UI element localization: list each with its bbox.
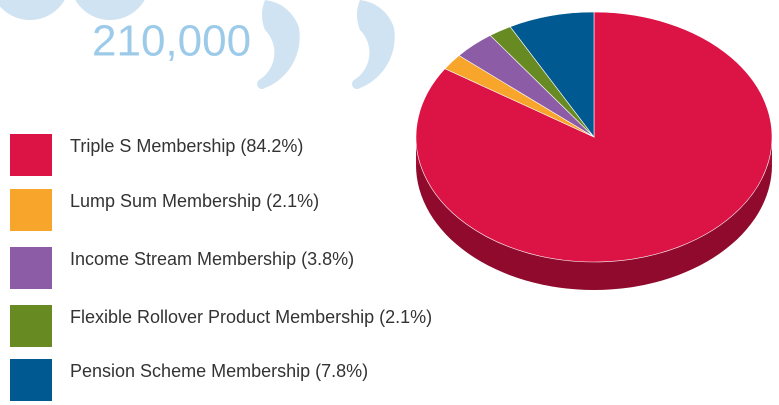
legend-name: Lump Sum Membership <box>70 191 261 211</box>
legend-name: Income Stream Membership <box>70 249 296 269</box>
legend-swatch <box>10 247 52 289</box>
pie-slice <box>509 11 595 138</box>
legend-value: (7.8%) <box>315 361 368 381</box>
legend-label: Flexible Rollover Product Membership (2.1… <box>70 307 432 327</box>
legend-value: (84.2%) <box>240 136 303 156</box>
legend-swatch <box>10 134 52 176</box>
legend-value: (2.1%) <box>379 307 432 327</box>
legend-label: Triple S Membership (84.2%) <box>70 136 303 156</box>
legend-swatch <box>10 189 52 231</box>
legend-value: (3.8%) <box>301 249 354 269</box>
pie <box>415 11 773 290</box>
legend-label: Pension Scheme Membership (7.8%) <box>70 361 368 381</box>
legend-name: Pension Scheme Membership <box>70 361 310 381</box>
legend-swatch <box>10 305 52 347</box>
legend-name: Flexible Rollover Product Membership <box>70 307 374 327</box>
legend-label: Lump Sum Membership (2.1%) <box>70 191 319 211</box>
legend: Triple S Membership (84.2%) Lump Sum Membe… <box>10 134 432 401</box>
decoration <box>0 0 395 89</box>
legend-swatch <box>10 359 52 401</box>
headline: 210,000 <box>92 17 251 66</box>
legend-label: Income Stream Membership (3.8%) <box>70 249 354 269</box>
legend-value: (2.1%) <box>266 191 319 211</box>
legend-name: Triple S Membership <box>70 136 235 156</box>
